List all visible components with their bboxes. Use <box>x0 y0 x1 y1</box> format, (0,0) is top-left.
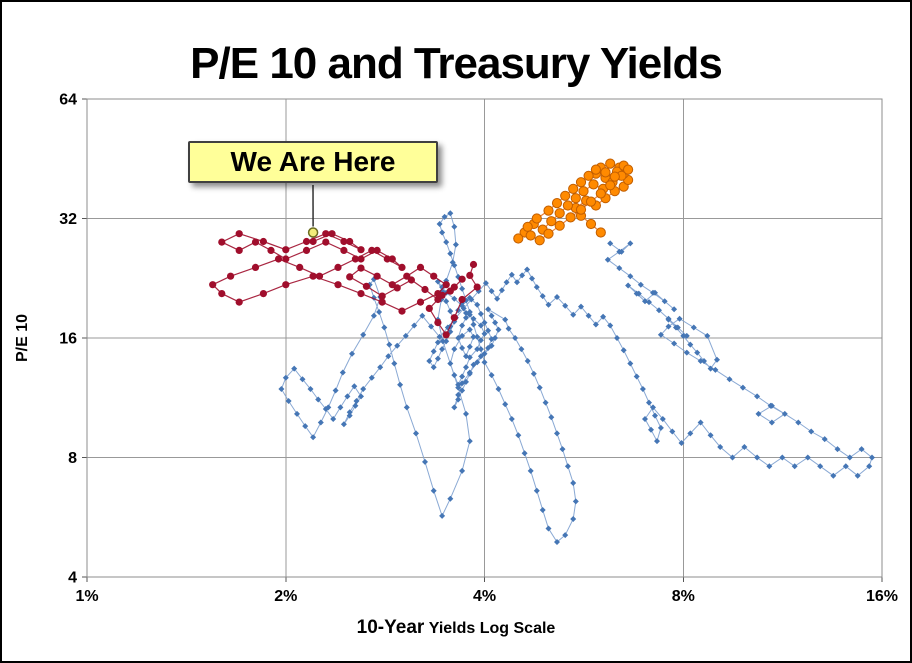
we-are-here-leader <box>307 184 319 238</box>
chart-title: P/E 10 and Treasury Yields <box>190 39 723 89</box>
svg-text:32: 32 <box>59 211 77 228</box>
svg-text:1%: 1% <box>75 588 98 605</box>
x-axis-label: 10-Year Yields Log Scale <box>2 617 910 639</box>
x-axis-label-secondary: Yields Log Scale <box>428 620 556 637</box>
we-are-here-callout: We Are Here <box>188 141 438 183</box>
svg-text:4: 4 <box>68 570 77 587</box>
tick-labels: 1% 2% 4% 8% 16% 4 8 16 32 64 <box>59 92 898 606</box>
plot-border <box>86 98 883 578</box>
svg-text:8%: 8% <box>672 588 695 605</box>
series-bubble-orange-circles <box>513 158 634 246</box>
y-axis-label: P/E 10 <box>14 313 31 363</box>
series-historical-blue-diamonds <box>278 210 875 545</box>
series-recent-red-circles <box>209 228 481 339</box>
svg-text:16: 16 <box>59 331 77 348</box>
svg-text:16%: 16% <box>866 588 898 605</box>
svg-text:2%: 2% <box>274 588 297 605</box>
svg-text:8: 8 <box>68 450 77 467</box>
svg-text:4%: 4% <box>473 588 496 605</box>
we-are-here-label: We Are Here <box>230 146 396 177</box>
we-are-here-marker <box>307 227 319 238</box>
x-axis-label-primary: 10-Year <box>356 617 425 638</box>
svg-text:64: 64 <box>59 92 77 109</box>
